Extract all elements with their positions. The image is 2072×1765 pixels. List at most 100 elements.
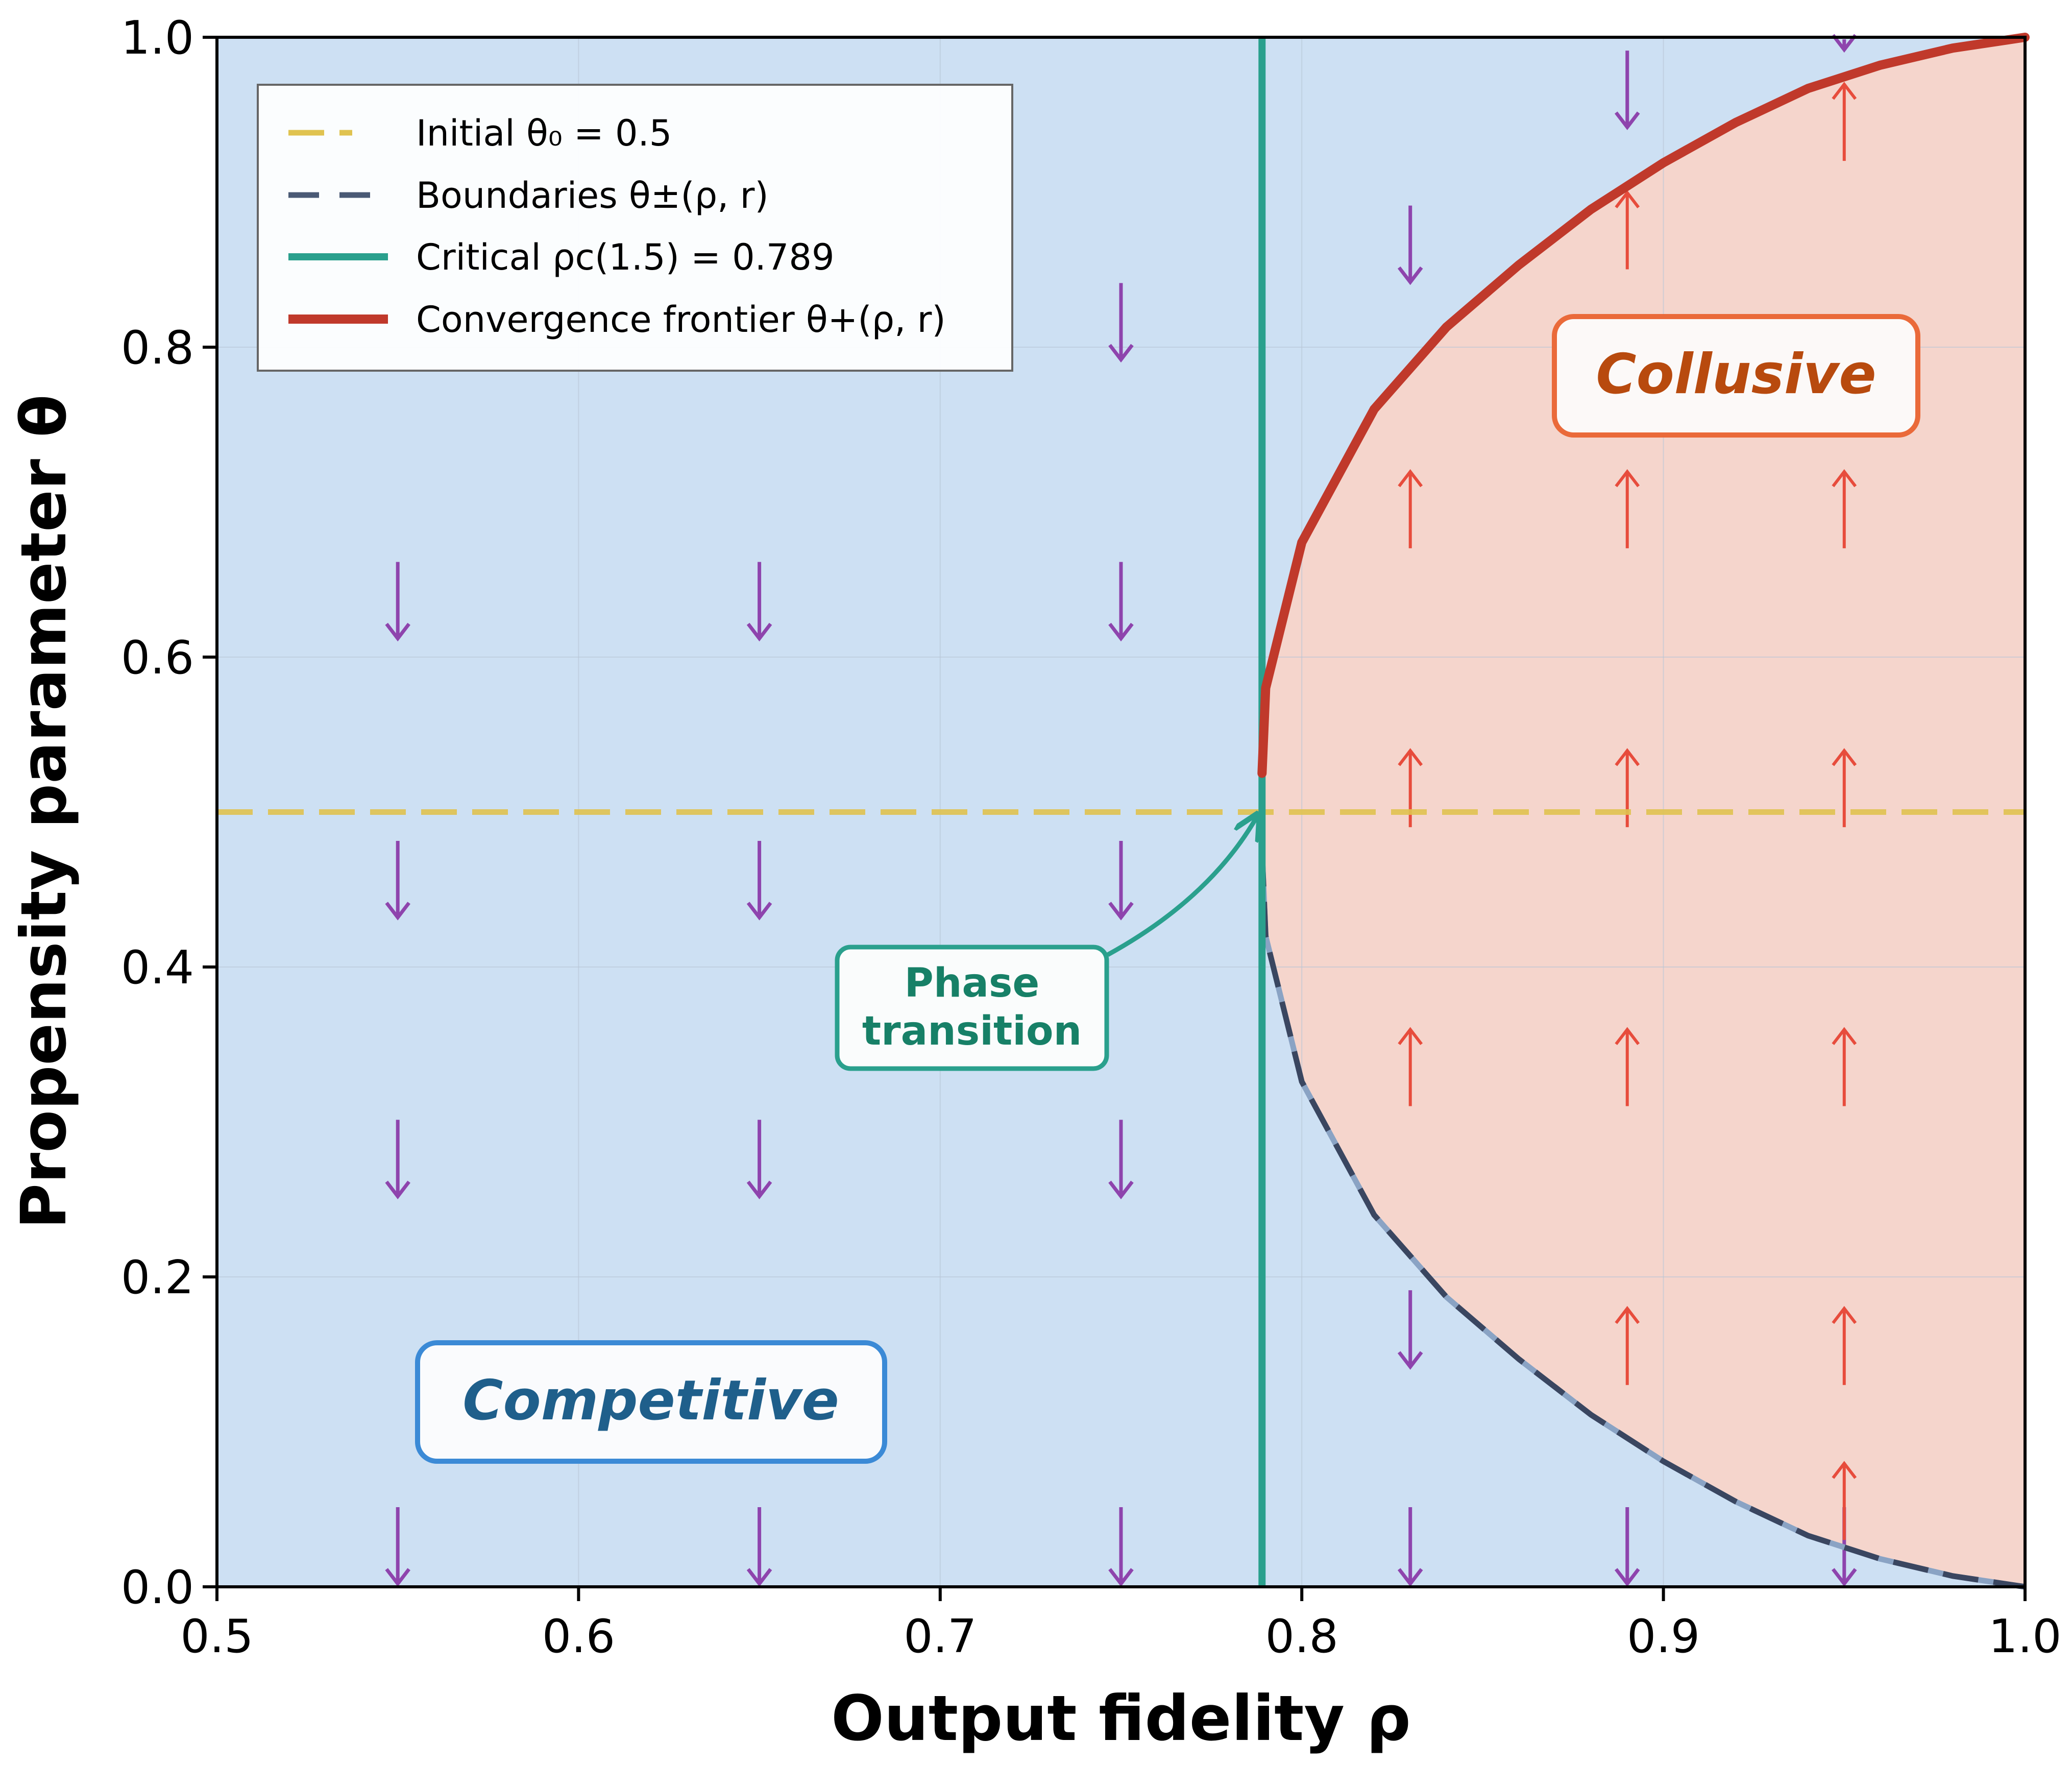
arrow-head bbox=[1832, 1027, 1857, 1045]
arrow-head bbox=[1397, 266, 1423, 285]
arrow-head bbox=[1832, 748, 1857, 766]
up-arrow bbox=[1832, 748, 1857, 828]
down-arrow bbox=[1108, 1507, 1134, 1587]
arrow-head bbox=[385, 622, 410, 642]
x-tick-label: 0.7 bbox=[904, 1610, 977, 1663]
y-tick-label: 0.8 bbox=[121, 321, 194, 375]
y-tick-label: 0.4 bbox=[121, 941, 194, 995]
arrow-head bbox=[385, 1180, 410, 1199]
arrow-head bbox=[1832, 469, 1857, 488]
lower-boundary-dashes bbox=[1259, 851, 2026, 1590]
down-arrow bbox=[1397, 1507, 1423, 1587]
arrow-head bbox=[746, 622, 772, 642]
up-arrow bbox=[1615, 1027, 1640, 1106]
up-arrow bbox=[1832, 469, 1857, 548]
x-tick-label: 0.6 bbox=[542, 1610, 615, 1663]
arrow-head bbox=[1614, 111, 1640, 130]
annotation-arrow bbox=[1106, 817, 1257, 957]
arrow-head bbox=[385, 902, 410, 921]
x-tick-label: 0.5 bbox=[180, 1610, 253, 1663]
phase-transition-annotation: Phase transition bbox=[835, 817, 1257, 1071]
legend-label-initial: Initial θ₀ = 0.5 bbox=[416, 112, 672, 154]
arrow-head bbox=[1832, 82, 1857, 100]
down-arrow bbox=[1108, 283, 1134, 363]
arrow-head bbox=[385, 1568, 410, 1587]
x-axis-title: Output fidelity ρ bbox=[831, 1682, 1411, 1755]
x-tick-label: 0.8 bbox=[1265, 1610, 1338, 1663]
convergence-frontier-curve bbox=[1257, 33, 2030, 778]
down-arrow bbox=[1108, 840, 1134, 921]
up-arrow bbox=[1615, 1305, 1640, 1385]
x-tick-label: 0.9 bbox=[1627, 1610, 1700, 1663]
up-arrow bbox=[1398, 469, 1423, 548]
y-tick-label: 0.2 bbox=[121, 1251, 194, 1304]
up-arrow bbox=[1832, 1305, 1857, 1385]
legend-label-boundaries: Boundaries θ±(ρ, r) bbox=[416, 175, 769, 216]
down-arrow bbox=[385, 1507, 410, 1587]
plot-frame bbox=[215, 36, 2027, 1588]
down-arrow bbox=[1832, 34, 1857, 53]
arrow-head bbox=[1615, 748, 1640, 766]
axis-ticks bbox=[203, 36, 2027, 1601]
legend-label-frontier: Convergence frontier θ+(ρ, r) bbox=[416, 299, 946, 341]
down-arrow bbox=[1108, 562, 1134, 642]
y-tick-label: 0.0 bbox=[121, 1561, 194, 1614]
x-tick-labels: 0.5 0.6 0.7 0.8 0.9 1.0 bbox=[180, 1610, 2061, 1663]
arrow-head bbox=[1397, 1351, 1423, 1370]
y-axis-title: Propensity parameter θ bbox=[8, 395, 80, 1229]
up-arrow bbox=[1832, 82, 1857, 161]
up-arrow bbox=[1398, 1027, 1423, 1106]
legend-label-critical: Critical ρc(1.5) = 0.789 bbox=[416, 236, 835, 278]
y-tick-labels: 0.0 0.2 0.4 0.6 0.8 1.0 bbox=[121, 11, 194, 1614]
arrow-head bbox=[1398, 748, 1423, 766]
down-arrow bbox=[1397, 1290, 1423, 1370]
competitive-label: Competitive bbox=[462, 1369, 839, 1433]
down-arrow bbox=[1614, 51, 1640, 130]
arrow-head bbox=[1108, 622, 1134, 642]
arrow-head bbox=[1614, 1568, 1640, 1587]
arrow-head bbox=[1398, 469, 1423, 488]
y-tick-label: 0.6 bbox=[121, 631, 194, 685]
arrow-head bbox=[1615, 469, 1640, 488]
arrow-head bbox=[1832, 34, 1857, 53]
arrow-head bbox=[746, 1568, 772, 1587]
arrow-head bbox=[1398, 1027, 1423, 1045]
arrow-head bbox=[1832, 1305, 1857, 1324]
arrow-head bbox=[1397, 1568, 1423, 1587]
y-tick-label: 1.0 bbox=[121, 11, 194, 65]
arrow-head bbox=[1832, 1461, 1857, 1479]
down-arrow bbox=[746, 1507, 772, 1587]
down-arrow bbox=[746, 1120, 772, 1199]
collusive-label-box: Collusive bbox=[1552, 314, 1920, 438]
up-arrow bbox=[1615, 190, 1640, 270]
arrow-head bbox=[746, 902, 772, 921]
annotation-line-2: transition bbox=[862, 1008, 1082, 1054]
arrow-head bbox=[1108, 1568, 1134, 1587]
up-arrow bbox=[1832, 1027, 1857, 1106]
down-arrow bbox=[1614, 1507, 1640, 1587]
collusive-label: Collusive bbox=[1596, 343, 1876, 406]
arrow-head bbox=[1615, 190, 1640, 208]
x-tick-label: 1.0 bbox=[1988, 1610, 2061, 1663]
down-arrow bbox=[746, 840, 772, 921]
arrow-head bbox=[1832, 1568, 1857, 1587]
arrow-head bbox=[746, 1180, 772, 1199]
arrow-head bbox=[1615, 1305, 1640, 1324]
down-arrow bbox=[385, 562, 410, 642]
legend: Initial θ₀ = 0.5 Boundaries θ±(ρ, r) Cri… bbox=[257, 84, 1013, 372]
annotation-line-1: Phase bbox=[905, 960, 1040, 1006]
arrow-head bbox=[1615, 1027, 1640, 1045]
arrow-head bbox=[1108, 344, 1134, 363]
down-arrow bbox=[746, 562, 772, 642]
up-arrow bbox=[1615, 469, 1640, 548]
flow-arrows bbox=[385, 34, 1857, 1587]
competitive-label-box: Competitive bbox=[415, 1340, 887, 1464]
arrow-head bbox=[1108, 1180, 1134, 1199]
arrow-head bbox=[1108, 902, 1134, 921]
down-arrow bbox=[1108, 1120, 1134, 1199]
up-arrow bbox=[1832, 1461, 1857, 1540]
down-arrow bbox=[385, 840, 410, 921]
down-arrow bbox=[385, 1120, 410, 1199]
down-arrow bbox=[1397, 205, 1423, 285]
